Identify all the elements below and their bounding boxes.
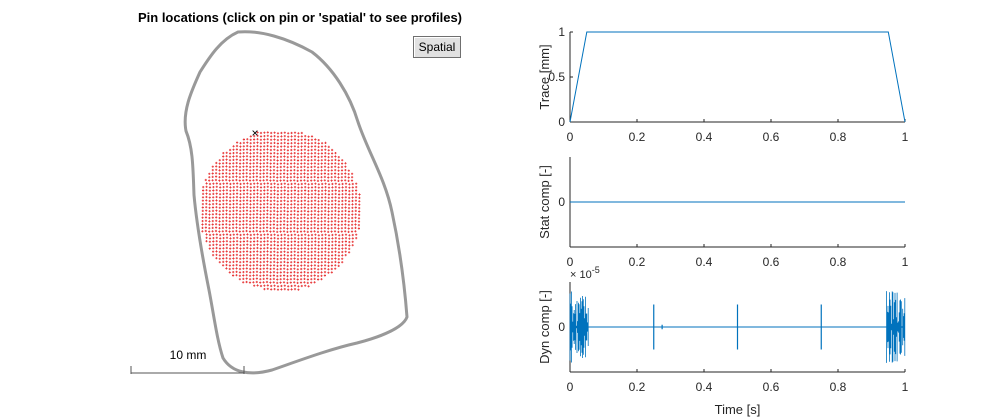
x-tick-label: 0.2 [629, 130, 646, 144]
x-tick-label: 0.8 [830, 380, 847, 394]
pin-markers[interactable] [201, 131, 361, 291]
x-tick-label: 0.6 [763, 255, 780, 269]
noise-band [886, 291, 906, 363]
spatial-button[interactable]: Spatial [413, 36, 461, 58]
x-tick-label: 0.4 [696, 380, 713, 394]
pin-map[interactable]: × 10 mm [0, 0, 600, 420]
sample-outline [183, 30, 409, 375]
x-tick-label: 0.8 [830, 255, 847, 269]
series-line [569, 31, 906, 123]
x-tick-label: 1 [902, 130, 909, 144]
x-tick-label: 0.8 [830, 130, 847, 144]
x-axis-label: Time [s] [715, 402, 761, 417]
scale-bar-label: 10 mm [170, 348, 207, 362]
map-title: Pin locations (click on pin or 'spatial'… [137, 10, 463, 25]
selected-pin-marker: × [251, 126, 258, 140]
x-tick-label: 0.2 [629, 255, 646, 269]
x-tick-label: 0.4 [696, 255, 713, 269]
x-tick-label: 1 [902, 255, 909, 269]
x-tick-label: 0.6 [763, 380, 780, 394]
x-tick-label: 0.2 [629, 380, 646, 394]
x-tick-label: 0.4 [696, 130, 713, 144]
pin-cloud[interactable] [201, 131, 361, 291]
x-tick-label: 1 [902, 380, 909, 394]
x-tick-label: 0.6 [763, 130, 780, 144]
